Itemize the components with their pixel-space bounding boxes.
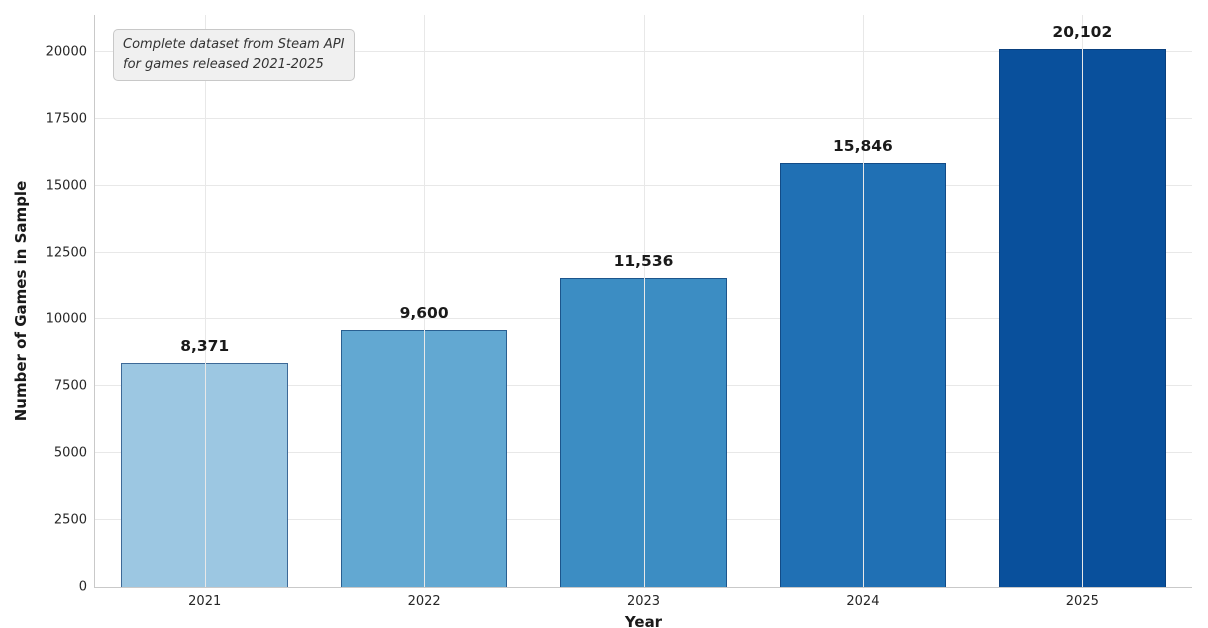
h-gridline [95,117,1192,119]
y-tick-label: 17500 [45,111,87,127]
y-tick-label: 7500 [53,378,87,394]
y-tick-label: 0 [78,579,87,595]
v-gridline [424,15,426,587]
bar-value-label-2024: 15,846 [833,137,893,156]
v-gridline [862,15,864,587]
annotation-line-1: Complete dataset from Steam API [123,37,345,52]
bar-value-label-2025: 20,102 [1052,23,1113,42]
bar-slot-2022: 9,600 2022 [314,15,533,609]
bars-container: 8,371 2021 9,600 2022 11,536 2023 15,846 2024 20… [95,15,1192,609]
bar-2023 [560,278,727,587]
h-gridline [95,50,1192,52]
v-gridline [1082,15,1084,587]
bar-value-label-2021: 8,371 [180,337,230,356]
bar-2025 [998,49,1166,587]
bar-value-label-2023: 11,536 [613,252,674,271]
bar-slot-2024: 15,846 2024 [753,15,972,609]
h-gridline [95,184,1192,186]
bar-value-label-2022: 9,600 [399,304,449,323]
plot-area: 0 2500 5000 7500 10000 12500 15000 17500 20000 8… [46,15,1192,628]
y-tick-label: 10000 [45,311,87,327]
y-tick-label: 12500 [45,245,87,261]
v-gridline [204,15,206,587]
bar-2022 [340,330,508,587]
y-tick-label: 20000 [45,44,87,60]
x-tick-label-2022: 2022 [407,594,441,609]
x-tick-label-2025: 2025 [1065,594,1099,609]
bar-2021 [121,363,289,587]
bar-slot-2021: 8,371 2021 [95,15,314,609]
annotation-line-2: for games released 2021-2025 [123,56,324,72]
y-tick-label: 5000 [53,445,87,461]
y-tick-label: 15000 [45,178,87,194]
y-axis-label: Number of Games in Sample [12,180,30,422]
annotation-box: Complete dataset from Steam API for game… [113,29,356,81]
v-gridline [643,15,645,587]
y-tick-label: 2500 [53,512,87,528]
bar-2024 [779,163,947,587]
x-tick-label-2024: 2024 [846,594,880,609]
bar-slot-2025: 20,102 2025 [973,15,1192,609]
x-axis-label: Year [624,613,663,628]
bar-slot-2023: 11,536 2023 [534,15,753,609]
x-tick-label-2023: 2023 [626,594,661,609]
h-gridline [95,251,1192,253]
x-tick-label-2021: 2021 [188,594,222,609]
